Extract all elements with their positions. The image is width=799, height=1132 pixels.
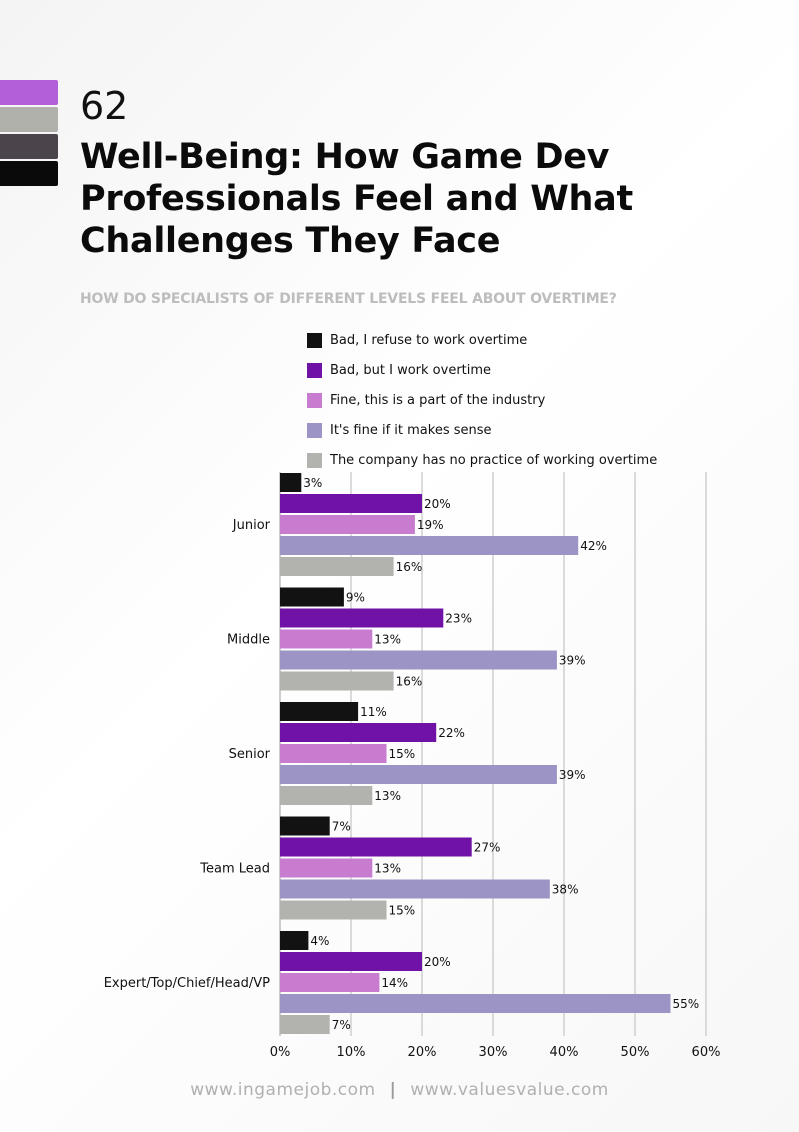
data-label: 7% [332, 820, 351, 834]
footer: www.ingamejob.com | www.valuesvalue.com [0, 1080, 799, 1100]
bar [280, 473, 302, 492]
data-label: 23% [445, 612, 472, 626]
legend-label: It's fine if it makes sense [330, 422, 492, 438]
bar [280, 608, 444, 628]
data-label: 13% [374, 789, 401, 803]
legend-label: Fine, this is a part of the industry [330, 392, 546, 408]
bar [280, 1015, 330, 1034]
bar [280, 816, 330, 836]
data-label: 13% [374, 862, 401, 876]
legend-swatch [307, 362, 322, 378]
data-label: 20% [424, 955, 451, 969]
data-label: 15% [389, 747, 416, 761]
data-label: 39% [559, 654, 586, 668]
legend-item: The company has no practice of working o… [307, 445, 657, 475]
data-label: 42% [580, 539, 607, 553]
category-label: Expert/Top/Chief/Head/VP [104, 976, 270, 991]
bar [280, 650, 557, 670]
footer-link-valuesvalue[interactable]: www.valuesvalue.com [410, 1080, 609, 1100]
legend-item: Fine, this is a part of the industry [307, 385, 657, 415]
x-tick-label: 40% [550, 1045, 579, 1060]
bar [280, 879, 550, 899]
page-title: Well-Being: How Game Dev Professionals F… [80, 137, 633, 261]
data-label: 4% [310, 934, 329, 948]
legend-swatch [307, 392, 322, 408]
legend-item: Bad, but I work overtime [307, 355, 657, 385]
bar [280, 702, 359, 721]
bar [280, 536, 579, 555]
category-label: Team Lead [199, 862, 270, 877]
swatch-dark-gray [0, 134, 58, 159]
data-label: 38% [552, 883, 579, 897]
bar [280, 858, 373, 878]
bar [280, 952, 422, 971]
data-label: 16% [396, 675, 423, 689]
x-tick-label: 50% [621, 1045, 650, 1060]
bar [280, 587, 344, 607]
bar [280, 837, 472, 857]
data-label: 11% [360, 705, 387, 719]
data-label: 19% [417, 518, 444, 532]
data-label: 39% [559, 768, 586, 782]
bar-chart: 0% 10% 20% 30% 40% 50% 60% Junior 3% 20% 19% 42% 16%… [104, 472, 721, 1060]
category-label: Middle [227, 633, 270, 648]
data-label: 13% [374, 633, 401, 647]
swatch-light-gray [0, 107, 58, 132]
data-label: 7% [332, 1018, 351, 1032]
bar [280, 723, 437, 742]
x-tick-label: 20% [408, 1045, 437, 1060]
bar [280, 994, 671, 1013]
bar [280, 671, 394, 691]
bar [280, 931, 309, 950]
footer-separator: | [389, 1080, 397, 1100]
data-label: 9% [346, 591, 365, 605]
bar [280, 494, 422, 513]
legend-item: It's fine if it makes sense [307, 415, 657, 445]
chart-subtitle: HOW DO SPECIALISTS OF DIFFERENT LEVELS F… [80, 291, 617, 307]
legend-label: The company has no practice of working o… [330, 452, 658, 468]
category-label: Senior [229, 747, 271, 762]
data-label: 16% [396, 560, 423, 574]
page-number: 62 [80, 84, 129, 128]
x-tick-label: 30% [479, 1045, 508, 1060]
chart-legend: Bad, I refuse to work overtime Bad, but I… [307, 325, 657, 475]
legend-item: Bad, I refuse to work overtime [307, 325, 657, 355]
bar [280, 900, 387, 920]
legend-swatch [307, 422, 322, 438]
x-tick-label: 10% [337, 1045, 366, 1060]
data-label: 55% [673, 997, 700, 1011]
data-label: 15% [389, 904, 416, 918]
bar [280, 515, 415, 534]
data-label: 14% [381, 976, 408, 990]
bar [280, 786, 373, 805]
bar [280, 744, 387, 763]
data-label: 3% [303, 476, 322, 490]
legend-swatch [307, 332, 322, 348]
bar [280, 973, 380, 992]
bar [280, 629, 373, 649]
legend-label: Bad, I refuse to work overtime [330, 332, 528, 348]
legend-label: Bad, but I work overtime [330, 362, 492, 378]
data-label: 22% [438, 726, 465, 740]
category-label: Junior [232, 518, 271, 533]
footer-link-ingamejob[interactable]: www.ingamejob.com [190, 1080, 376, 1100]
bar [280, 765, 557, 784]
data-label: 27% [474, 841, 501, 855]
swatch-black [0, 161, 58, 186]
x-tick-label: 60% [692, 1045, 721, 1060]
x-tick-label: 0% [270, 1045, 291, 1060]
data-label: 20% [424, 497, 451, 511]
swatch-purple [0, 80, 58, 105]
color-swatches [0, 80, 58, 188]
bar [280, 557, 394, 576]
legend-swatch [307, 452, 322, 468]
